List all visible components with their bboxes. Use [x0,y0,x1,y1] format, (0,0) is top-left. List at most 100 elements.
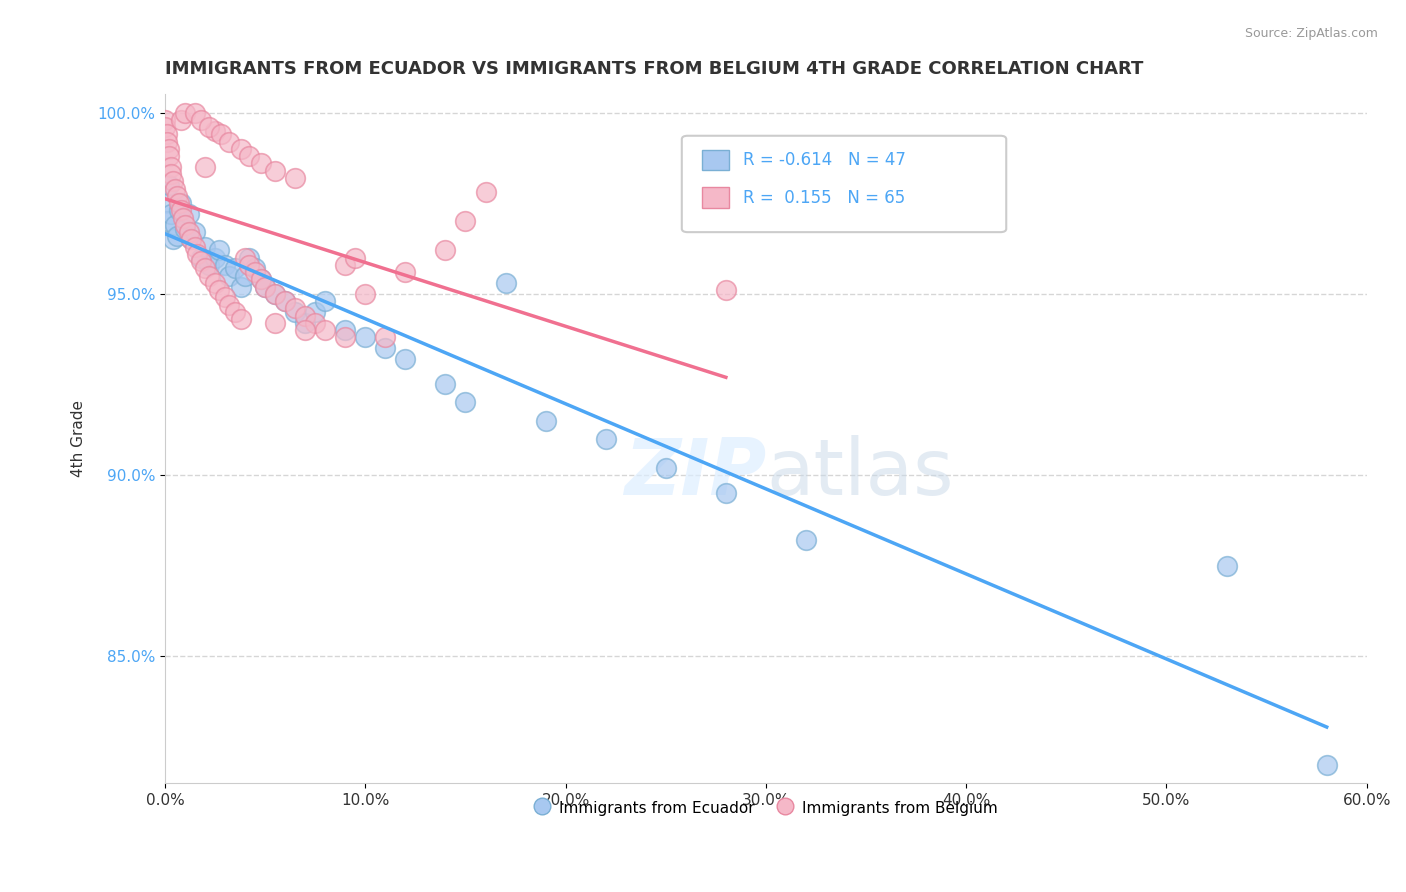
Point [294,323,316,337]
Point [335,330,357,344]
Point [335,258,357,272]
Text: R = -0.614   N = 47: R = -0.614 N = 47 [744,151,905,169]
Point [162,232,184,246]
Point [204,123,226,137]
Point [218,268,240,283]
Point [198,120,221,134]
Point [198,258,221,272]
Point [156,128,179,142]
Point [595,432,617,446]
Point [156,135,179,149]
Point [167,203,190,218]
Point [231,312,253,326]
Point [214,258,236,272]
Point [156,214,179,228]
Point [314,293,336,308]
Point [170,203,193,218]
Point [655,460,678,475]
Point [160,160,183,174]
Point [304,305,326,319]
Point [190,254,212,268]
Point [354,330,377,344]
Point [166,228,188,243]
Point [157,149,180,163]
Point [166,189,188,203]
Point [250,272,273,286]
Point [250,272,273,286]
Point [233,251,256,265]
Point [264,286,287,301]
Point [344,251,367,265]
Point [190,112,212,127]
Y-axis label: 4th Grade: 4th Grade [72,401,86,477]
Text: IMMIGRANTS FROM ECUADOR VS IMMIGRANTS FROM BELGIUM 4TH GRADE CORRELATION CHART: IMMIGRANTS FROM ECUADOR VS IMMIGRANTS FR… [165,60,1143,78]
Point [284,170,307,185]
Point [170,196,193,211]
Point [714,283,737,297]
Point [157,142,180,156]
FancyBboxPatch shape [682,136,1007,232]
Point [274,293,297,308]
Point [264,163,287,178]
FancyBboxPatch shape [702,150,728,170]
Point [190,251,212,265]
Point [165,182,187,196]
Point [172,211,194,225]
Point [245,265,267,279]
Point [160,207,183,221]
Point [194,240,217,254]
Point [153,196,176,211]
Point [184,105,207,120]
Point [238,258,260,272]
Point [454,214,477,228]
Point [224,305,246,319]
Point [180,232,202,246]
Point [274,293,297,308]
Point [184,240,207,254]
Point [454,395,477,409]
Point [1316,758,1339,772]
Point [254,279,277,293]
Point [374,341,396,355]
Point [209,128,232,142]
Point [264,286,287,301]
Point [434,377,457,392]
Point [186,247,208,261]
Point [194,261,217,276]
Point [794,533,817,548]
Point [218,298,240,312]
Point [162,174,184,188]
Point [264,316,287,330]
Point [194,160,217,174]
Point [167,196,190,211]
Point [208,283,231,297]
Point [474,186,496,200]
Point [153,112,176,127]
Text: R =  0.155   N = 65: R = 0.155 N = 65 [744,189,905,207]
Point [254,279,277,293]
Point [177,207,200,221]
Text: Source: ZipAtlas.com: Source: ZipAtlas.com [1244,27,1378,40]
Point [374,330,396,344]
Point [284,301,307,316]
Point [157,178,180,192]
Point [153,120,176,134]
Point [714,486,737,500]
Text: atlas: atlas [766,435,953,511]
Point [534,414,557,428]
Point [250,156,273,170]
Text: ZIP: ZIP [624,435,766,511]
Point [495,276,517,290]
Point [354,286,377,301]
Point [304,316,326,330]
Point [294,309,316,323]
Point [434,244,457,258]
Point [174,221,197,235]
Point [170,112,193,127]
Point [394,265,416,279]
Point [160,167,183,181]
Point [204,251,226,265]
Point [294,316,316,330]
Point [174,218,197,232]
Point [394,351,416,366]
